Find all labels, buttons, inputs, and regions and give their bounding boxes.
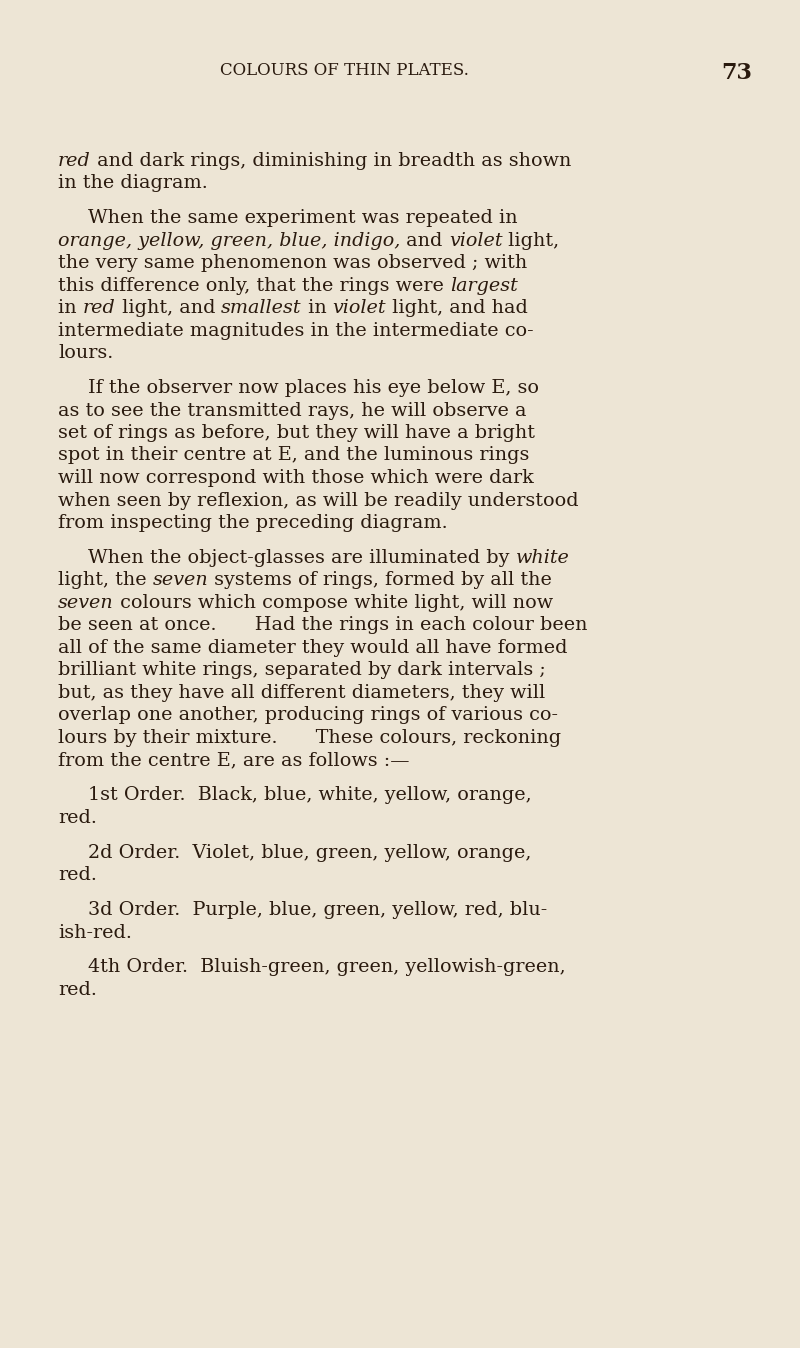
Text: all of the same diameter they would all have formed: all of the same diameter they would all … <box>58 639 567 656</box>
Text: lours.: lours. <box>58 344 114 363</box>
Text: 1st Order.  Black, blue, white, yellow, orange,: 1st Order. Black, blue, white, yellow, o… <box>88 786 532 805</box>
Text: red.: red. <box>58 981 97 999</box>
Text: red.: red. <box>58 809 97 826</box>
Text: be seen at once.  Had the rings in each colour been: be seen at once. Had the rings in each c… <box>58 616 587 635</box>
Text: largest: largest <box>450 276 518 295</box>
Text: 73: 73 <box>721 62 752 84</box>
Text: this difference only, that the rings were: this difference only, that the rings wer… <box>58 276 450 295</box>
Text: colours which compose white light, will now: colours which compose white light, will … <box>114 594 553 612</box>
Text: light,: light, <box>502 232 559 249</box>
Text: when seen by reflexion, as will be readily understood: when seen by reflexion, as will be readi… <box>58 492 578 510</box>
Text: will now correspond with those which were dark: will now correspond with those which wer… <box>58 469 534 487</box>
Text: spot in their centre at E, and the luminous rings: spot in their centre at E, and the lumin… <box>58 446 530 465</box>
Text: intermediate magnitudes in the intermediate co-: intermediate magnitudes in the intermedi… <box>58 322 534 340</box>
Text: 4th Order.  Bluish-green, green, yellowish-green,: 4th Order. Bluish-green, green, yellowis… <box>88 958 566 976</box>
Text: COLOURS OF THIN PLATES.: COLOURS OF THIN PLATES. <box>219 62 469 80</box>
Text: lours by their mixture.  These colours, reckoning: lours by their mixture. These colours, r… <box>58 729 561 747</box>
Text: but, as they have all different diameters, they will: but, as they have all different diameter… <box>58 683 546 702</box>
Text: set of rings as before, but they will have a bright: set of rings as before, but they will ha… <box>58 425 535 442</box>
Text: red.: red. <box>58 867 97 884</box>
Text: the very same phenomenon was observed ; with: the very same phenomenon was observed ; … <box>58 255 527 272</box>
Text: from the centre E, are as follows :—: from the centre E, are as follows :— <box>58 751 410 770</box>
Text: When the object-glasses are illuminated by: When the object-glasses are illuminated … <box>88 549 515 568</box>
Text: and: and <box>400 232 449 249</box>
Text: light, the: light, the <box>58 572 153 589</box>
Text: ish-red.: ish-red. <box>58 923 132 941</box>
Text: seven: seven <box>58 594 114 612</box>
Text: as to see the transmitted rays, he will observe a: as to see the transmitted rays, he will … <box>58 402 526 419</box>
Text: If the observer now places his eye below E, so: If the observer now places his eye below… <box>88 379 539 398</box>
Text: white: white <box>515 549 570 568</box>
Text: brilliant white rings, separated by dark intervals ;: brilliant white rings, separated by dark… <box>58 662 546 679</box>
Text: red: red <box>82 299 115 317</box>
Text: violet: violet <box>449 232 502 249</box>
Text: light, and: light, and <box>115 299 221 317</box>
Text: in the diagram.: in the diagram. <box>58 174 208 193</box>
Text: When the same experiment was repeated in: When the same experiment was repeated in <box>88 209 518 226</box>
Text: orange, yellow, green, blue, indigo,: orange, yellow, green, blue, indigo, <box>58 232 400 249</box>
Text: overlap one another, producing rings of various co-: overlap one another, producing rings of … <box>58 706 558 724</box>
Text: and dark rings, diminishing in breadth as shown: and dark rings, diminishing in breadth a… <box>90 152 571 170</box>
Text: smallest: smallest <box>221 299 302 317</box>
Text: seven: seven <box>153 572 209 589</box>
Text: systems of rings, formed by all the: systems of rings, formed by all the <box>209 572 552 589</box>
Text: in: in <box>58 299 82 317</box>
Text: light, and had: light, and had <box>386 299 528 317</box>
Text: violet: violet <box>333 299 386 317</box>
Text: in: in <box>302 299 333 317</box>
Text: 3d Order.  Purple, blue, green, yellow, red, blu-: 3d Order. Purple, blue, green, yellow, r… <box>88 900 547 919</box>
Text: red: red <box>58 152 90 170</box>
Text: from inspecting the preceding diagram.: from inspecting the preceding diagram. <box>58 514 448 532</box>
Text: 2d Order.  Violet, blue, green, yellow, orange,: 2d Order. Violet, blue, green, yellow, o… <box>88 844 531 861</box>
